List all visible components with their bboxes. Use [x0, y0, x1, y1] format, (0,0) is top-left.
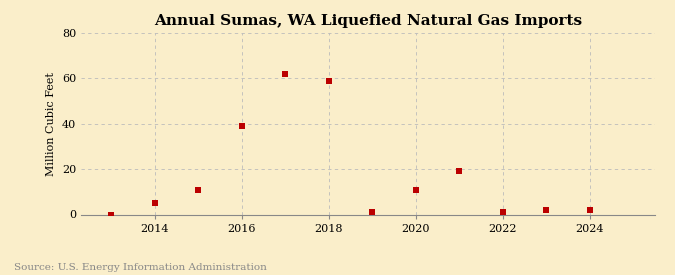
Point — [497, 210, 508, 214]
Point — [584, 208, 595, 212]
Point — [367, 210, 377, 214]
Point — [454, 169, 464, 174]
Y-axis label: Million Cubic Feet: Million Cubic Feet — [47, 72, 56, 176]
Title: Annual Sumas, WA Liquefied Natural Gas Imports: Annual Sumas, WA Liquefied Natural Gas I… — [154, 14, 582, 28]
Point — [323, 78, 334, 83]
Text: Source: U.S. Energy Information Administration: Source: U.S. Energy Information Administ… — [14, 263, 267, 272]
Point — [541, 208, 551, 212]
Point — [410, 187, 421, 192]
Point — [236, 124, 247, 128]
Point — [149, 201, 160, 205]
Point — [193, 187, 204, 192]
Point — [280, 72, 291, 76]
Point — [106, 212, 117, 217]
